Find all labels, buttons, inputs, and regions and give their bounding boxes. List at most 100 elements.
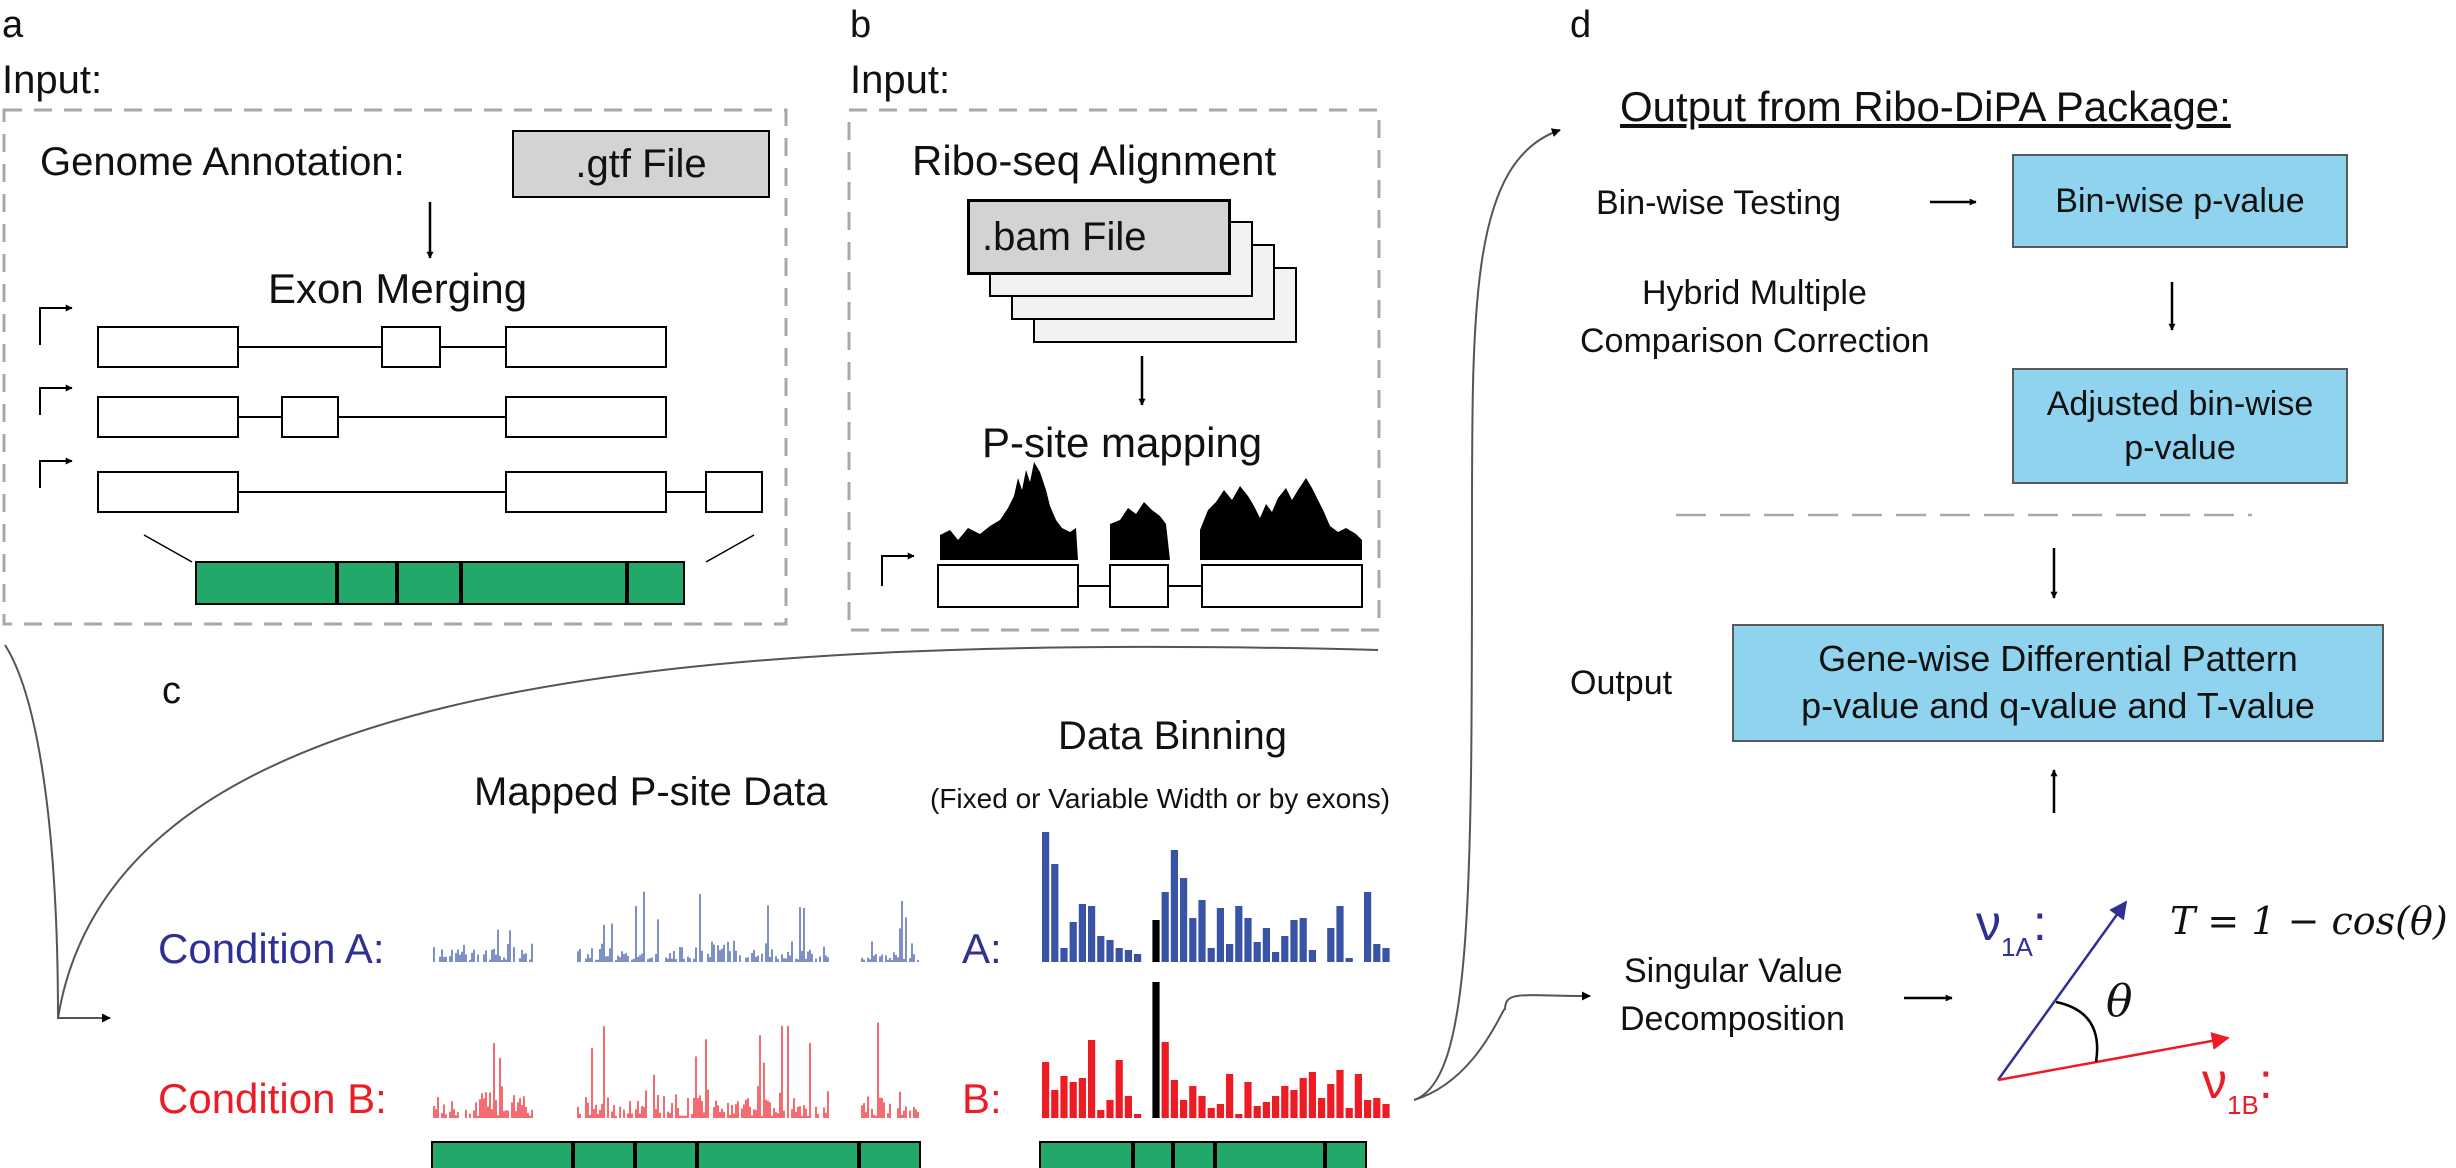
panel-a-input-label: Input: [2,58,103,102]
condition-a-label: Condition A: [158,925,385,972]
connector-b-to-c [57,645,1379,1019]
bin-bar [1097,936,1105,962]
formula: T = 1 − cos(θ) [2170,899,2448,943]
bin-bar [1235,906,1243,962]
transcription-start-arrow-icon [39,384,73,415]
bin-bar [1042,832,1050,962]
bin-bar [1207,1108,1215,1118]
output-title: Output from Ribo-DiPA Package: [1620,83,2231,130]
highlight-bin-bar [1152,982,1160,1118]
vector-1a [1996,900,2128,1081]
bin-bar [1106,1100,1114,1118]
bin-bar [1345,958,1353,962]
connector-c-to-d [1413,128,1561,1101]
bin-bar [1308,1072,1316,1118]
bin-bar [1069,1082,1077,1118]
bin-bar [1060,1076,1068,1118]
riboseq-label: Ribo-seq Alignment [912,137,1277,184]
bin-bar [1281,1086,1289,1118]
bin-bar [1198,1096,1206,1118]
panel-d-letter: d [1570,4,1592,46]
mapped-psite-label: Mapped P-site Data [474,770,828,814]
output-label: Output [1570,664,1673,702]
bin-bar [1262,928,1270,962]
bin-bar [1124,950,1132,962]
bin-bar [1069,922,1077,962]
vector-1a-sub: 1A [2001,932,2033,962]
merge-funnel-right [705,534,755,563]
vector-1a-colon: : [2032,895,2047,951]
bin-bar [1299,1078,1307,1118]
vector-1a-label: ν1A: [1976,898,2047,960]
adjusted-line-2: p-value [2124,429,2236,467]
transcript-3 [39,457,763,513]
bin-bar [1078,904,1086,962]
bin-bar [1281,936,1289,962]
bin-bar [1106,940,1114,962]
transcript-1 [39,304,667,368]
theta-label: θ [2106,976,2133,1027]
bin-bar [1364,892,1372,962]
svd-line-2: Decomposition [1620,1000,1845,1038]
bin-bar [1115,948,1123,962]
bin-bar [1207,948,1215,962]
bin-bar [1161,892,1169,962]
adjusted-line-1: Adjusted bin-wise [2046,384,2314,423]
bin-bar [1336,906,1344,962]
bin-bar [1382,1104,1390,1118]
data-binning-title: Data Binning [1058,714,1288,758]
bin-bar [1354,1074,1362,1118]
transcription-start-arrow-icon [39,457,73,488]
bin-bar [1161,1042,1169,1118]
hybrid-line-2: Comparison Correction [1580,322,1930,360]
bin-bar [1373,1098,1381,1118]
transcript-2 [39,384,667,438]
transcription-start-arrow-icon [881,552,915,586]
vector-1b-colon: : [2258,1053,2273,1109]
bin-bar [1253,942,1261,962]
bin-bar [1189,918,1197,962]
panel-a-frame [2,108,788,626]
adjusted-pvalue-box: Adjusted bin-wise p-value [2012,368,2348,484]
transcription-start-arrow-icon [39,304,73,345]
bin-bar [1216,908,1224,962]
binwise-testing-label: Bin-wise Testing [1596,184,1842,222]
bin-bar [1124,1096,1132,1118]
merge-funnel-left [143,534,193,563]
bin-bar [1235,1114,1243,1118]
panel-c-letter: c [162,670,181,712]
bin-bar [1060,948,1068,962]
genewise-line-1: Gene-wise Differential Pattern [1818,638,2298,680]
bin-bar [1327,1084,1335,1118]
bin-bar [1134,1114,1142,1118]
data-binning-subtitle: (Fixed or Variable Width or by exons) [930,783,1391,814]
connector-a-to-c [4,644,111,1023]
bin-bar [1180,878,1188,962]
bin-bar [1226,1074,1234,1118]
bin-bar [1134,954,1142,962]
condition-b-label: Condition B: [158,1075,387,1122]
gene-model-b [881,552,1363,608]
exon-merging-label: Exon Merging [268,265,528,312]
connector-c-to-svd [1413,991,1591,1101]
bin-bar [1244,918,1252,962]
bin-bar [1262,1102,1270,1118]
bin-bar [1078,1078,1086,1118]
vector-1b-label: ν1B: [2202,1056,2273,1118]
panel-a-letter: a [2,4,24,46]
merged-bins-a [195,561,685,605]
bin-bar [1272,1096,1280,1118]
bin-a-label: A: [962,925,1002,972]
bin-bar [1042,1062,1050,1118]
bin-bar [1189,1086,1197,1118]
bin-bar [1198,900,1206,962]
bin-bar [1051,1090,1059,1118]
bin-bar [1088,906,1096,962]
bin-bar [1170,1080,1178,1118]
bam-file-box: .bam File [968,200,1230,274]
vector-1b-sub: 1B [2227,1090,2259,1120]
